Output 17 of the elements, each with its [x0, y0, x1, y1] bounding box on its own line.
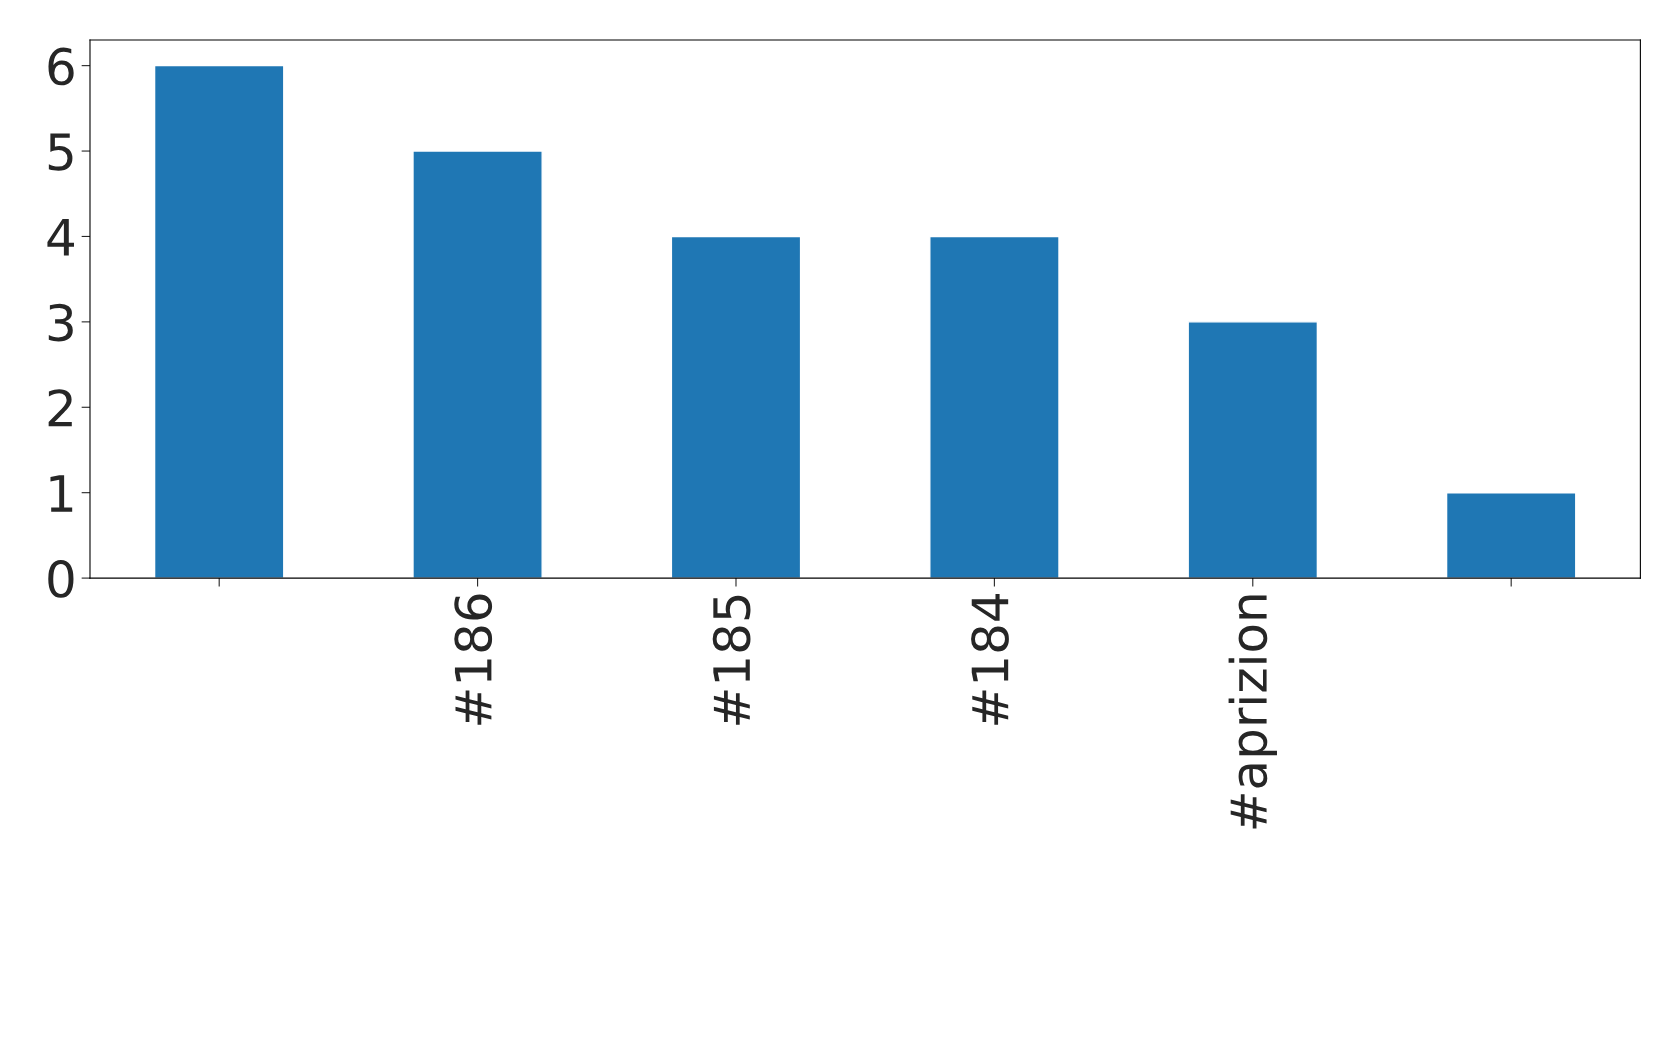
y-tick-label: 1 [50, 475, 73, 512]
x-tick-label: #184 [971, 594, 1009, 725]
bar [1187, 321, 1319, 579]
y-tick-label: 0 [48, 559, 74, 598]
y-tick-label: 5 [48, 133, 73, 171]
y-tick-label: 4 [47, 219, 74, 256]
bar [1445, 491, 1577, 579]
bar [670, 235, 802, 579]
bar [153, 64, 285, 579]
bar [929, 235, 1060, 579]
x-tick-label: #185 [712, 595, 751, 725]
y-tick-label: 2 [48, 389, 72, 427]
x-tick-label: #aprizion [1228, 595, 1277, 829]
x-tick-label: #186 [454, 594, 493, 725]
y-tick-label: 6 [48, 47, 74, 86]
y-tick-label: 3 [48, 303, 73, 342]
bar [412, 150, 543, 579]
